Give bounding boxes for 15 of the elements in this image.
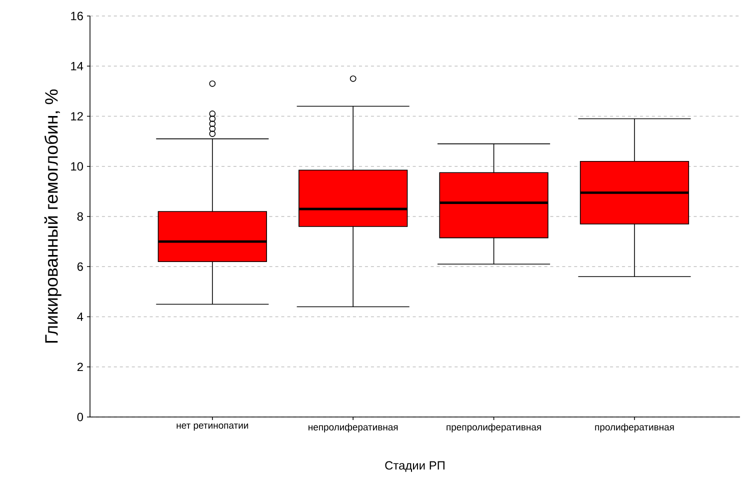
x-axis-title: Стадии РП [385, 461, 444, 472]
x-tick-label: пролиферативная [595, 424, 674, 432]
x-tick-label: непролиферативная [308, 424, 398, 432]
y-tick-label: 10 [71, 162, 84, 171]
y-tick-label: 0 [77, 412, 84, 422]
x-tick-label: нет ретинопатии [176, 424, 248, 431]
y-tick-label: 12 [71, 112, 83, 120]
x-tick-label: препролиферативная [446, 424, 541, 432]
y-tick-label: 16 [71, 12, 83, 20]
y-tick-label: 4 [77, 312, 84, 321]
y-tick-label: 8 [77, 212, 83, 221]
y-tick-label: 6 [77, 262, 83, 271]
y-tick-label: 14 [71, 62, 84, 70]
y-axis-title: Гликированный гемоглобин, % [44, 89, 62, 343]
y-tick-label: 2 [77, 362, 83, 372]
